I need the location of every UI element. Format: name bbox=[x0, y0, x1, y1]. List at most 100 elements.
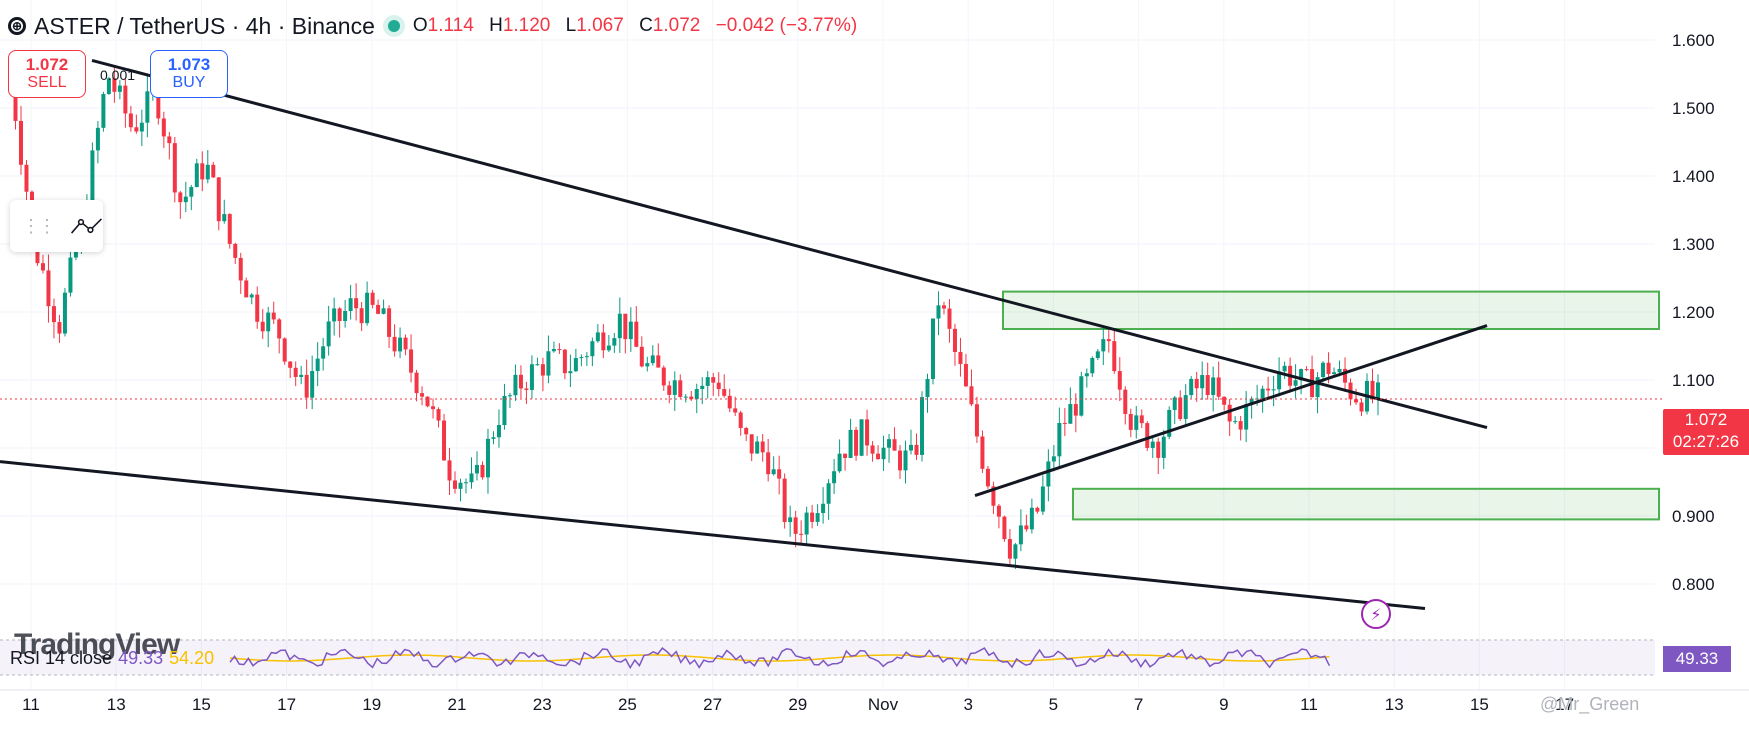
candle-body bbox=[568, 371, 573, 374]
candle-body bbox=[370, 292, 375, 305]
candle-body bbox=[529, 364, 534, 390]
candle-body bbox=[1139, 415, 1144, 424]
candle-body bbox=[1090, 358, 1095, 374]
price-tick-label: 1.100 bbox=[1672, 371, 1715, 390]
candle-body bbox=[1233, 421, 1238, 423]
candle-body bbox=[1057, 422, 1062, 457]
time-tick-label: 3 bbox=[963, 695, 972, 714]
candle-body bbox=[672, 380, 677, 395]
symbol-title[interactable]: ASTER / TetherUS · 4h · Binance bbox=[34, 12, 375, 39]
candle-body bbox=[996, 505, 1001, 517]
candle-body bbox=[348, 298, 353, 311]
candle-body bbox=[1376, 382, 1380, 399]
candle-body bbox=[1255, 398, 1260, 400]
candle-body bbox=[1326, 362, 1331, 375]
candle-body bbox=[694, 389, 699, 400]
chart-header: ⊕ ASTER / TetherUS · 4h · Binance O1.114… bbox=[8, 10, 867, 42]
candle-body bbox=[1172, 397, 1177, 410]
candle-body bbox=[458, 482, 463, 489]
candle-body bbox=[359, 308, 364, 324]
candle-body bbox=[540, 364, 545, 376]
drawing-toolbox[interactable]: ⋮⋮ bbox=[10, 200, 103, 252]
time-tick-label: 29 bbox=[788, 695, 807, 714]
candle-body bbox=[1156, 441, 1161, 458]
candle-body bbox=[62, 292, 67, 334]
candle-body bbox=[727, 395, 732, 409]
candle-body bbox=[601, 332, 606, 351]
candle-body bbox=[1051, 456, 1056, 462]
candle-body bbox=[1205, 375, 1210, 396]
zones bbox=[1002, 290, 1660, 521]
candle-body bbox=[870, 445, 875, 454]
candle-body bbox=[1354, 399, 1359, 403]
trend-line-tool-icon[interactable] bbox=[70, 213, 103, 239]
time-axis[interactable]: 11 13 15 17 19 21 23 25 27 29 Nov 3 5 7 9 11 13 15 17 bbox=[22, 695, 1574, 714]
candle-body bbox=[161, 118, 166, 137]
price-tick-label: 1.300 bbox=[1672, 235, 1715, 254]
candle-body bbox=[535, 364, 540, 366]
candle-body bbox=[606, 345, 611, 351]
candle-body bbox=[595, 332, 600, 342]
candle-body bbox=[843, 453, 848, 458]
candle-body bbox=[216, 177, 221, 222]
candle-body bbox=[782, 478, 787, 523]
candle-body bbox=[1293, 380, 1298, 386]
candle-body bbox=[579, 357, 584, 359]
candle-body bbox=[645, 363, 650, 367]
candle-body bbox=[815, 513, 820, 522]
candle-body bbox=[183, 196, 188, 203]
drag-handle-icon[interactable]: ⋮⋮ bbox=[22, 215, 56, 236]
candle-body bbox=[354, 298, 359, 309]
candle-body bbox=[1332, 372, 1337, 375]
candle-body bbox=[507, 395, 512, 397]
candle-body bbox=[1321, 362, 1326, 378]
candle-body bbox=[1359, 402, 1364, 412]
market-status-icon[interactable] bbox=[382, 15, 405, 37]
time-tick-label: Nov bbox=[868, 695, 899, 714]
candle-body bbox=[1161, 436, 1166, 458]
candle-body bbox=[980, 436, 985, 469]
candle-body bbox=[804, 512, 809, 535]
time-tick-label: 13 bbox=[1385, 695, 1404, 714]
last-price-badge: 1.072 02:27:26 bbox=[1663, 409, 1749, 455]
candle-body bbox=[343, 310, 348, 321]
candle-body bbox=[194, 163, 199, 188]
sell-button[interactable]: 1.072 SELL bbox=[8, 50, 86, 98]
time-tick-label: 15 bbox=[1470, 695, 1489, 714]
price-axis[interactable]: 1.6001.5001.4001.3001.2001.1001.0000.900… bbox=[1672, 31, 1715, 594]
candle-body bbox=[117, 85, 122, 92]
candle-body bbox=[1073, 404, 1078, 416]
candle-body bbox=[249, 294, 254, 298]
candle-body bbox=[409, 349, 414, 373]
buy-label: BUY bbox=[172, 74, 206, 91]
candle-body bbox=[612, 338, 617, 346]
candle-body bbox=[381, 308, 386, 314]
candle-body bbox=[1249, 398, 1254, 405]
candle-body bbox=[952, 328, 957, 353]
candle-body bbox=[128, 113, 133, 128]
candle-body bbox=[326, 321, 331, 347]
price-tick-label: 1.600 bbox=[1672, 31, 1715, 50]
candle-body bbox=[881, 447, 886, 460]
sell-price: 1.072 bbox=[25, 55, 69, 74]
time-tick-label: 27 bbox=[703, 695, 722, 714]
candle-body bbox=[431, 406, 436, 410]
candle-body bbox=[40, 263, 45, 271]
candle-body bbox=[639, 346, 644, 367]
rsi-legend[interactable]: RSI 14 close 49.33 54.20 bbox=[10, 648, 215, 668]
candle-body bbox=[1183, 395, 1188, 419]
candle-body bbox=[1150, 441, 1155, 448]
candle-body bbox=[1271, 389, 1276, 391]
candle-body bbox=[650, 355, 655, 364]
buy-button[interactable]: 1.073 BUY bbox=[150, 50, 228, 98]
candle-body bbox=[634, 321, 639, 347]
candle-body bbox=[398, 337, 403, 352]
candle-body bbox=[469, 473, 474, 483]
price-tick-label: 0.800 bbox=[1672, 575, 1715, 594]
candle-body bbox=[1112, 341, 1117, 372]
alert-lightning-icon bbox=[1361, 599, 1391, 629]
candle-body bbox=[837, 453, 842, 472]
candle-body bbox=[617, 313, 622, 339]
candle-body bbox=[205, 164, 210, 180]
